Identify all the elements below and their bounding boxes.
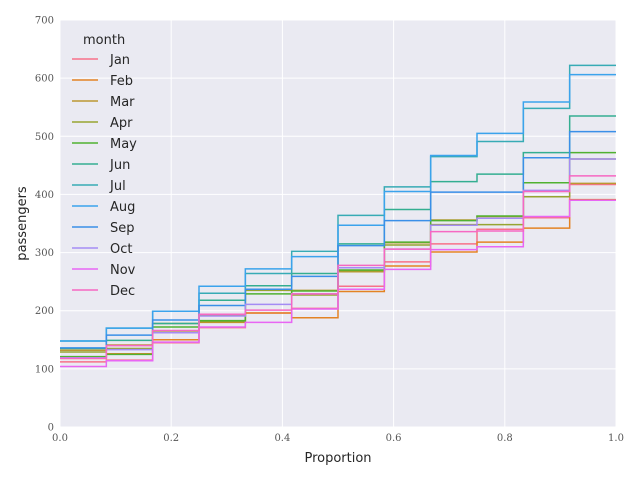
x-tick-labels: 0.0 0.2 0.4 0.6 0.8 1.0: [52, 433, 624, 444]
x-tick-label: 1.0: [608, 433, 624, 444]
x-tick-label: 0.6: [386, 433, 402, 444]
y-tick-label: 700: [35, 16, 54, 27]
y-tick-label: 300: [35, 248, 54, 259]
series-lines: [60, 64, 616, 368]
legend-label-may: May: [110, 137, 137, 152]
x-tick-label: 0.2: [163, 433, 179, 444]
legend-label-mar: Mar: [110, 95, 135, 110]
y-tick-label: 500: [35, 132, 54, 143]
legend-label-dec: Dec: [110, 284, 135, 299]
x-tick-label: 0.8: [497, 433, 513, 444]
y-tick-label: 600: [35, 74, 54, 85]
y-tick-label: 100: [35, 364, 54, 375]
legend-title: month: [83, 33, 125, 48]
x-axis-label: Proportion: [304, 451, 371, 466]
legend-label-nov: Nov: [110, 263, 136, 278]
x-gridlines: [59, 20, 617, 427]
y-tick-label: 0: [48, 423, 54, 434]
x-tick-label: 0.4: [274, 433, 290, 444]
legend-label-jul: Jul: [109, 179, 126, 194]
series-line-dec: [60, 175, 616, 360]
legend-label-feb: Feb: [110, 74, 133, 89]
legend-label-jun: Jun: [109, 158, 130, 173]
legend: month Jan Feb Mar Apr May Jun Jul Aug Sep Oct Nov D…: [72, 33, 137, 299]
y-axis-label: passengers: [15, 186, 30, 261]
legend-label-jan: Jan: [109, 53, 130, 68]
legend-label-sep: Sep: [110, 221, 135, 236]
x-tick-label: 0.0: [52, 433, 68, 444]
legend-items: Jan Feb Mar Apr May Jun Jul Aug Sep Oct Nov Dec: [72, 53, 137, 299]
y-tick-label: 200: [35, 306, 54, 317]
series-line-aug: [60, 73, 616, 342]
legend-label-aug: Aug: [110, 200, 135, 215]
legend-label-apr: Apr: [110, 116, 133, 131]
y-tick-labels: 0 100 200 300 400 500 600 700: [35, 16, 54, 434]
y-tick-label: 400: [35, 190, 54, 201]
legend-label-oct: Oct: [110, 242, 132, 257]
